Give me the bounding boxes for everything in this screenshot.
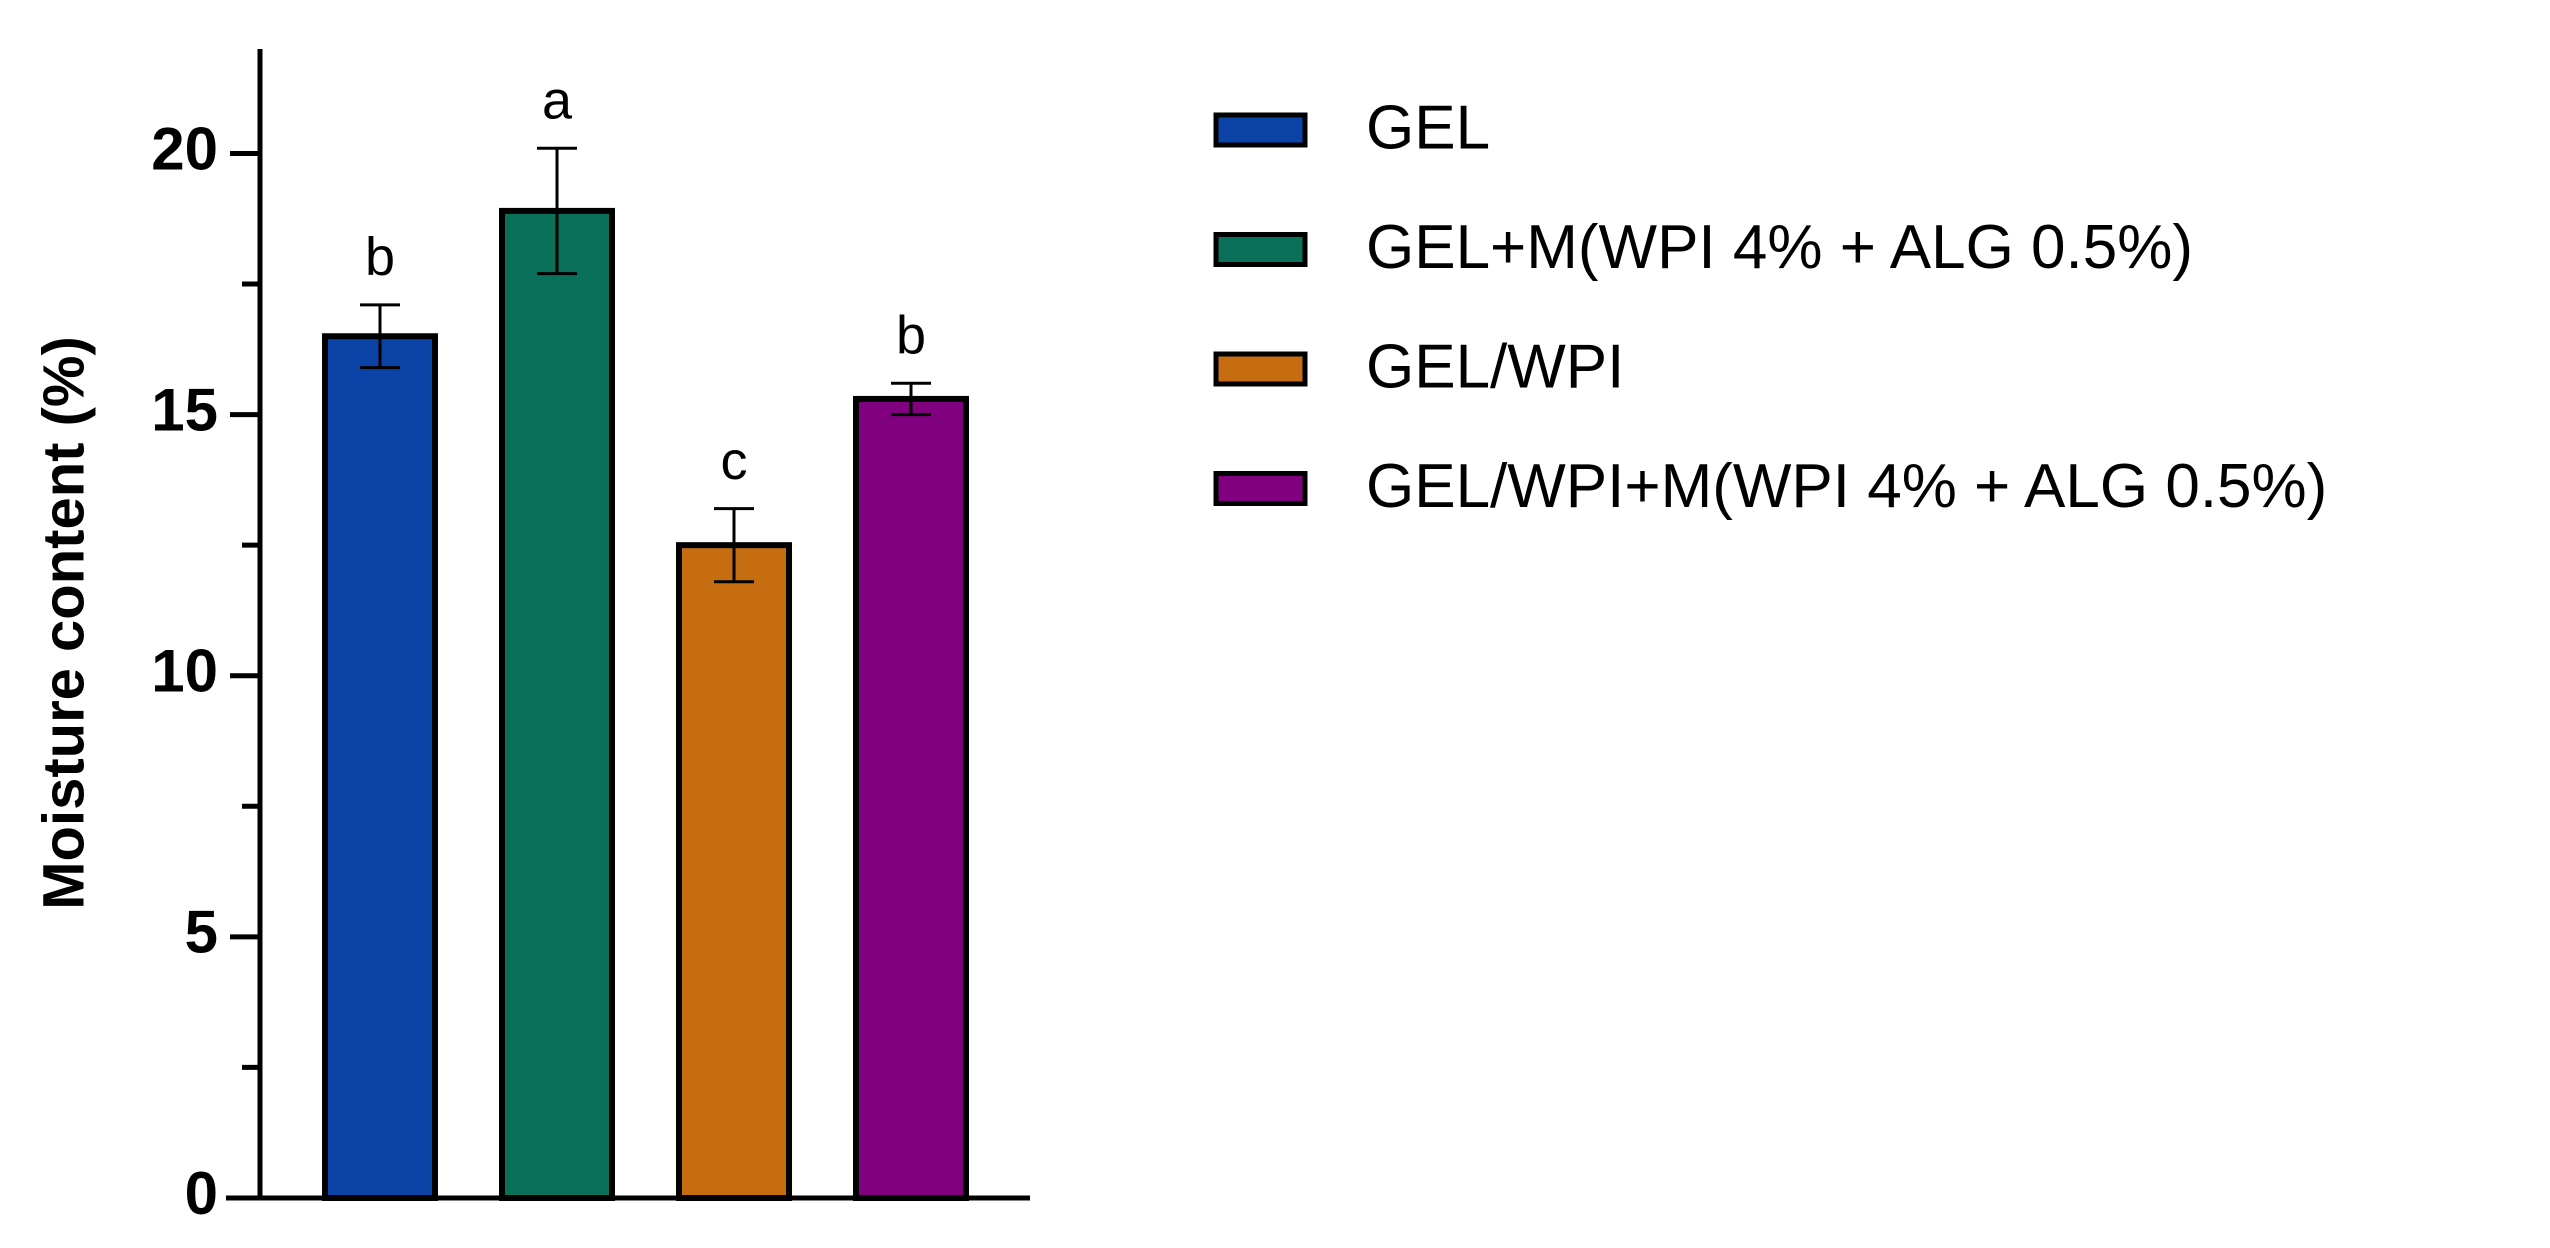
y-tick-label: 10 bbox=[151, 638, 218, 705]
y-tick-label: 15 bbox=[151, 376, 218, 443]
significance-label: b bbox=[365, 227, 395, 287]
significance-label: c bbox=[721, 431, 748, 491]
legend-label: GEL/WPI+M(WPI 4% + ALG 0.5%) bbox=[1366, 452, 2327, 521]
y-tick-label: 5 bbox=[185, 899, 218, 966]
bar bbox=[676, 542, 792, 1201]
bar bbox=[853, 395, 969, 1201]
legend-label: GEL bbox=[1366, 93, 1490, 162]
legend-swatch bbox=[1213, 471, 1308, 506]
y-axis-title: Moisture content (%) bbox=[31, 336, 96, 910]
legend-swatch bbox=[1213, 232, 1308, 267]
legend-label: GEL+M(WPI 4% + ALG 0.5%) bbox=[1366, 213, 2193, 282]
legend-label: GEL/WPI bbox=[1366, 332, 1624, 401]
significance-label: b bbox=[896, 306, 926, 366]
y-tick-label: 20 bbox=[151, 115, 218, 182]
y-tick-label: 0 bbox=[185, 1160, 218, 1227]
error-bar bbox=[360, 303, 400, 370]
bar bbox=[499, 207, 615, 1201]
significance-label: a bbox=[542, 70, 573, 130]
error-bar bbox=[714, 507, 754, 584]
legend-swatch bbox=[1213, 351, 1308, 387]
legend-swatch bbox=[1213, 112, 1308, 148]
bar bbox=[322, 333, 438, 1201]
error-bar bbox=[537, 146, 577, 276]
error-bar bbox=[891, 381, 931, 417]
